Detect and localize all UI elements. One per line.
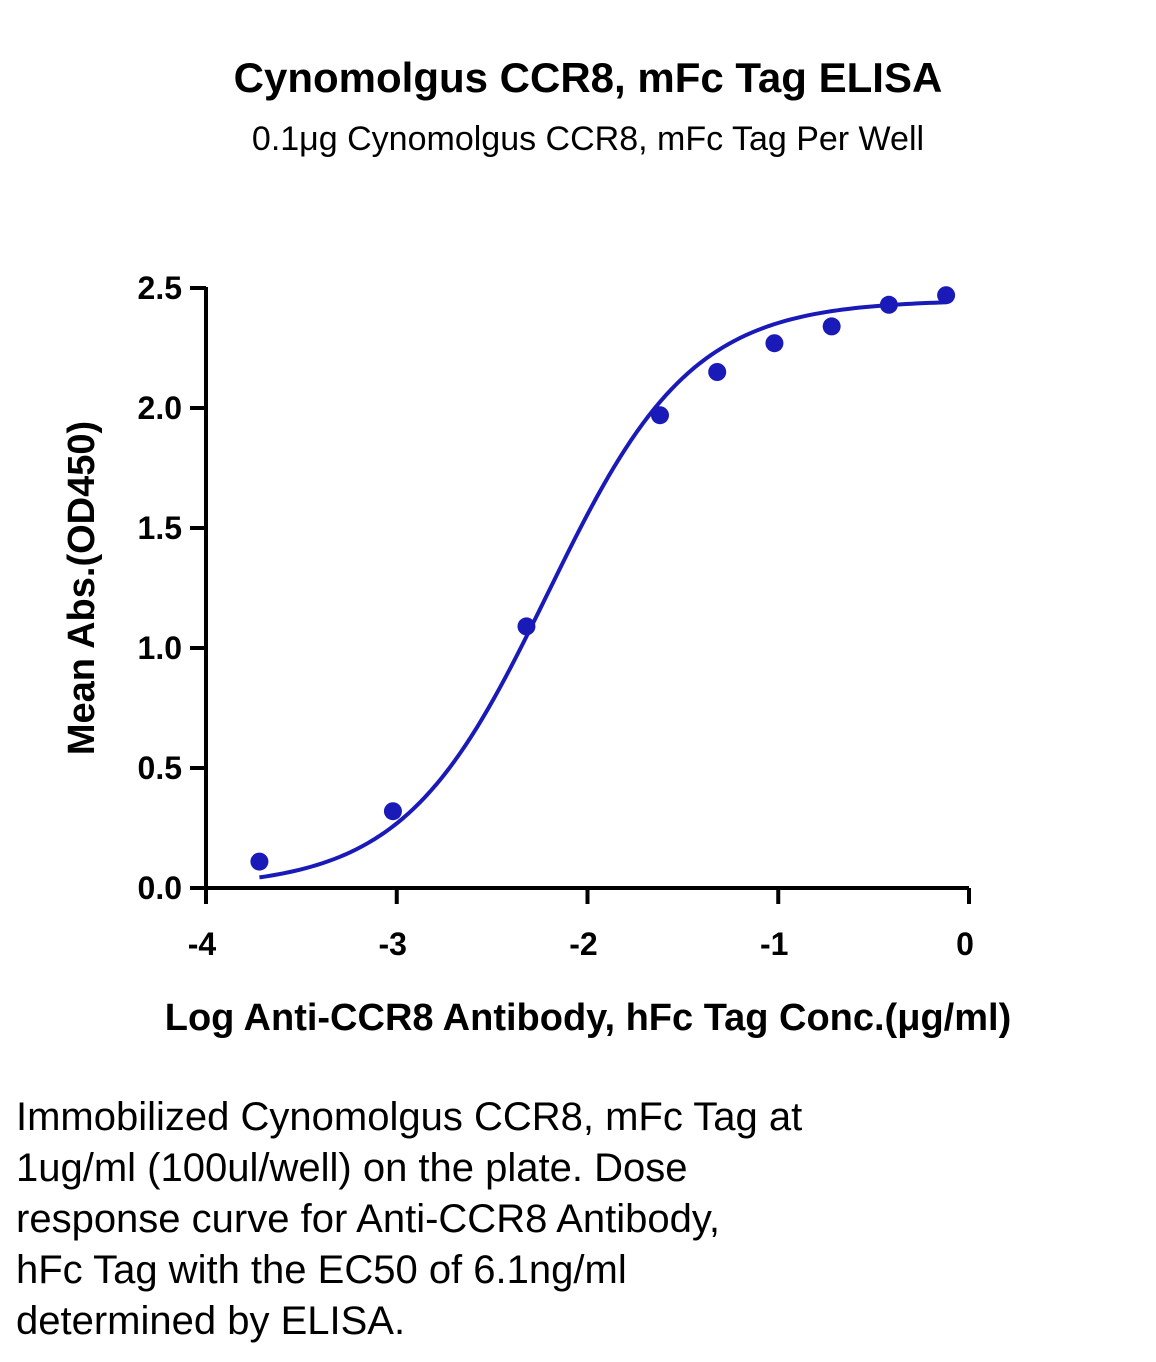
x-tick-label: -3 <box>379 926 407 962</box>
data-point <box>937 286 956 305</box>
data-point <box>517 617 536 636</box>
y-tick-label: 1.0 <box>138 630 182 666</box>
data-point <box>822 317 841 336</box>
y-axis-ticks: 0.0 0.5 1.0 1.5 2.0 2.5 <box>138 270 206 906</box>
x-tick-label: -2 <box>569 926 597 962</box>
fit-curve-group <box>259 300 947 880</box>
figure-caption: Immobilized Cynomolgus CCR8, mFc Tag at … <box>16 1095 803 1343</box>
elisa-dose-response-chart: Cynomolgus CCR8, mFc Tag ELISA 0.1μg Cyn… <box>61 54 1011 1039</box>
y-axis-label: Mean Abs.(OD450) <box>61 421 103 755</box>
x-tick-label: -4 <box>188 926 217 962</box>
data-point <box>250 852 269 871</box>
y-tick-label: 0.5 <box>138 750 182 786</box>
y-tick-label: 2.5 <box>138 270 182 306</box>
data-point <box>765 334 784 353</box>
chart-subtitle: 0.1μg Cynomolgus CCR8, mFc Tag Per Well <box>252 120 924 158</box>
y-tick-label: 2.0 <box>138 390 182 426</box>
y-tick-label: 0.0 <box>138 870 182 906</box>
x-tick-label: 0 <box>956 926 974 962</box>
data-points <box>250 286 956 871</box>
chart-axes <box>204 287 969 890</box>
x-axis-ticks: -4 -3 -2 -1 0 <box>188 888 974 962</box>
y-tick-label: 1.5 <box>138 510 182 546</box>
fit-curve-line <box>259 300 947 880</box>
data-point <box>383 802 402 821</box>
data-point <box>650 406 669 425</box>
data-point <box>708 363 727 381</box>
x-tick-label: -1 <box>760 926 788 962</box>
x-axis-label: Log Anti-CCR8 Antibody, hFc Tag Conc.(μg… <box>165 997 1011 1039</box>
chart-title: Cynomolgus CCR8, mFc Tag ELISA <box>234 54 943 101</box>
data-point <box>879 295 898 314</box>
